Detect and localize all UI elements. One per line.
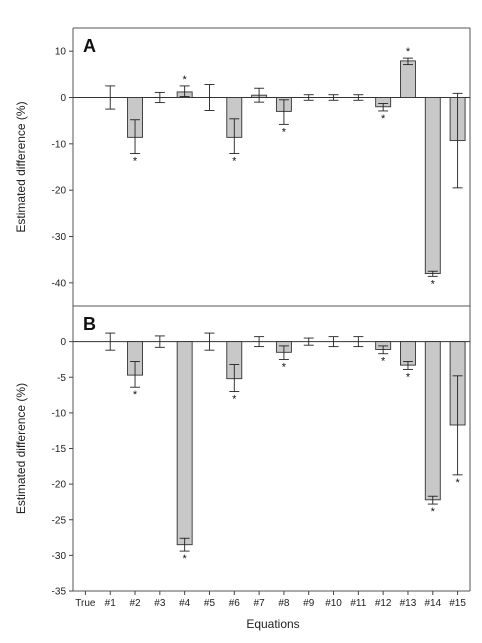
panel-b-bar bbox=[176, 341, 193, 546]
panel-b-y-tick-label: -10 bbox=[52, 408, 67, 419]
x-tick-label: #15 bbox=[449, 598, 466, 609]
panel-a-y-tick-label: -30 bbox=[52, 232, 67, 243]
x-tick-label: #4 bbox=[179, 598, 191, 609]
x-tick-label: #9 bbox=[303, 598, 315, 609]
x-tick-label: #14 bbox=[424, 598, 441, 609]
panel-a: 10 0 -10 -20 -30 -40 Estimated difference (%) A… bbox=[14, 27, 471, 307]
panel-b-panel-label: B bbox=[83, 314, 96, 334]
panel-b-significance-marker: * bbox=[431, 506, 436, 518]
x-tick-label: #3 bbox=[154, 598, 166, 609]
x-tick-label: #8 bbox=[278, 598, 290, 609]
panel-a-significance-marker: * bbox=[232, 156, 237, 168]
x-tick-label: #5 bbox=[204, 598, 216, 609]
panel-a-y-tick-label: -10 bbox=[52, 139, 67, 150]
panel-b-significance-marker: * bbox=[406, 371, 411, 383]
panel-a-y-axis-title: Estimated difference (%) bbox=[14, 101, 28, 232]
panel-a-significance-marker: * bbox=[282, 126, 287, 138]
x-tick-label: #6 bbox=[229, 598, 241, 609]
panel-a-significance-marker: * bbox=[406, 46, 411, 58]
panel-b-y-tick-label: -30 bbox=[52, 551, 67, 562]
panel-a-bar bbox=[400, 60, 416, 98]
x-tick-label: #1 bbox=[105, 598, 117, 609]
panel-a-significance-marker: * bbox=[381, 113, 386, 125]
panel-b-significance-marker: * bbox=[381, 356, 386, 368]
panel-a-significance-marker: * bbox=[133, 156, 138, 168]
panel-b-y-axis-title: Estimated difference (%) bbox=[14, 383, 28, 514]
x-tick-label: #13 bbox=[400, 598, 417, 609]
panel-b-significance-marker: * bbox=[282, 361, 287, 373]
panel-b-significance-marker: * bbox=[183, 553, 188, 565]
panel-b-y-tick-label: -15 bbox=[52, 444, 67, 455]
x-axis: True #1 #2 #3 #4 #5 #6 #7 #8 #9 #10 #11 #12 #13 #14 #15 bbox=[75, 591, 466, 609]
panel-b-significance-marker: * bbox=[455, 477, 460, 489]
panel-b-significance-marker: * bbox=[133, 389, 138, 401]
x-tick-label: #11 bbox=[350, 598, 366, 609]
panel-a-significance-marker: * bbox=[431, 278, 436, 290]
panel-a-y-tick-label: -40 bbox=[52, 278, 67, 289]
panel-b-y-tick-label: -5 bbox=[57, 373, 66, 384]
panel-b-y-tick-label: -35 bbox=[52, 587, 67, 598]
panel-b-y-tick-label: -20 bbox=[52, 480, 67, 491]
panel-b-significance-marker: * bbox=[232, 394, 237, 406]
panel-a-panel-label: A bbox=[83, 36, 96, 56]
panel-a-y-tick-label: 0 bbox=[60, 93, 66, 104]
panel-a-bar bbox=[424, 97, 441, 275]
x-tick-label: #10 bbox=[325, 598, 342, 609]
panel-a-y-tick-label: -20 bbox=[52, 186, 67, 197]
panel-a-significance-marker: * bbox=[183, 74, 188, 86]
x-tick-label: #7 bbox=[254, 598, 266, 609]
panel-b: 0 -5 -10 -15 -20 -25 -30 -35 Estimated differenc… bbox=[14, 306, 471, 598]
x-axis-title: Equations bbox=[246, 617, 299, 631]
x-tick-label: True bbox=[75, 598, 96, 609]
panel-b-y-tick-label: 0 bbox=[60, 337, 66, 348]
panel-b-bar bbox=[424, 341, 441, 501]
x-tick-label: #12 bbox=[375, 598, 392, 609]
panel-a-y-tick-label: 10 bbox=[55, 47, 67, 58]
panel-b-y-tick-label: -25 bbox=[52, 515, 67, 526]
x-tick-label: #2 bbox=[129, 598, 141, 609]
